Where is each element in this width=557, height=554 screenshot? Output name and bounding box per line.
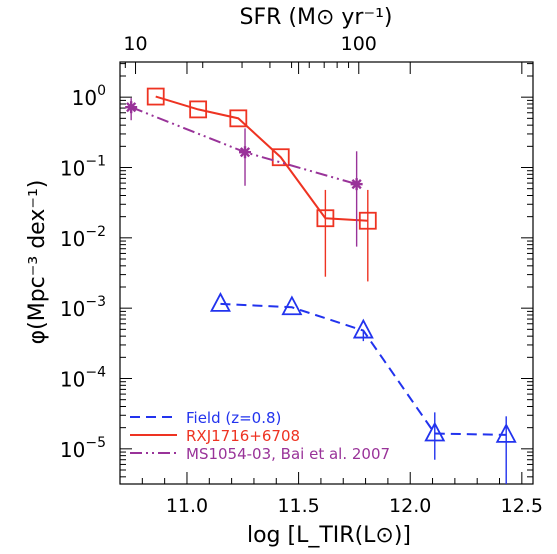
series-layer <box>125 87 517 484</box>
triangle-marker <box>209 291 231 312</box>
asterisk-marker <box>351 179 362 190</box>
top-tick-label: 10 <box>123 33 147 55</box>
x-tick-label: 12.5 <box>501 495 543 517</box>
x-tick-label: 12.0 <box>389 495 431 517</box>
triangle-marker <box>495 422 517 443</box>
series-line <box>155 95 368 222</box>
series-1 <box>146 87 377 282</box>
x-tick-label: 11.0 <box>166 495 208 517</box>
y-tick-label: 10−5 <box>60 435 106 462</box>
triangle-marker <box>424 421 446 442</box>
square-marker <box>316 209 335 228</box>
series-0 <box>209 291 517 484</box>
series-line <box>130 106 357 186</box>
square-marker <box>358 211 377 230</box>
triangle-marker <box>281 295 303 316</box>
top-axis-label: SFR (M⊙ yr⁻¹) <box>240 5 393 30</box>
y-tick-label: 100 <box>72 83 106 110</box>
series-2 <box>125 98 363 247</box>
square-marker <box>229 109 248 128</box>
square-marker <box>189 100 208 119</box>
asterisk-marker <box>126 102 137 113</box>
legend-label: RXJ1716+6708 <box>186 427 300 445</box>
triangle-marker <box>352 318 374 339</box>
top-tick-label: 100 <box>341 33 377 55</box>
y-tick-label: 10−3 <box>60 294 106 321</box>
x-axis-label: log [L_TIR(L⊙)] <box>247 523 411 548</box>
square-marker <box>146 87 165 106</box>
plot-frame <box>119 61 534 485</box>
y-tick-label: 10−2 <box>60 224 106 251</box>
y-tick-label: 10−1 <box>60 154 106 181</box>
legend-label: MS1054-03, Bai et al. 2007 <box>186 445 390 463</box>
axis-ticks <box>120 62 533 484</box>
square-marker <box>271 148 290 167</box>
y-axis-label: φ(Mpc⁻³ dex⁻¹) <box>25 180 50 345</box>
y-tick-label: 10−4 <box>60 365 106 392</box>
asterisk-marker <box>239 147 251 158</box>
x-tick-label: 11.5 <box>277 495 319 517</box>
legend-label: Field (z=0.8) <box>186 409 281 427</box>
tick-labels: 11.0 11.5 12.0 12.5 100 10−1 10−2 10−3 10−4 10−5 1… <box>60 33 543 517</box>
